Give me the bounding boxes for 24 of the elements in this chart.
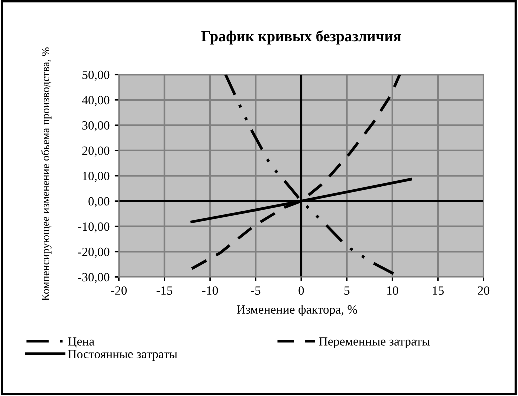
- chart-title: График кривых безразличия: [202, 30, 402, 45]
- x-tick-label: -10: [202, 286, 218, 296]
- x-axis-title: Изменение фактора, %: [237, 305, 358, 317]
- x-tick-label: 5: [344, 286, 350, 296]
- x-tick-label: -5: [251, 286, 261, 296]
- y-tick-label: 40,00: [82, 96, 110, 106]
- y-tick-label: -10,00: [78, 222, 110, 233]
- legend-label: Постоянные затраты: [68, 350, 178, 362]
- x-tick-label: -15: [156, 286, 173, 296]
- x-tick-label: 20: [478, 286, 490, 296]
- y-tick-label: 0,00: [88, 197, 110, 208]
- legend-label: Цена: [68, 338, 95, 348]
- y-axis-title: Компенсирующее изменение обьема производства, %: [41, 48, 52, 301]
- legend-label: Переменные затраты: [319, 338, 430, 348]
- x-tick-label: 0: [298, 286, 304, 296]
- x-tick-label: 10: [387, 286, 398, 296]
- x-tick-label: -20: [111, 286, 127, 296]
- y-tick-label: -20,00: [78, 248, 110, 258]
- y-tick-label: 10,00: [83, 172, 110, 182]
- y-tick-label: 30,00: [82, 121, 110, 132]
- y-tick-label: -30,00: [78, 273, 110, 284]
- y-tick-label: 50,00: [82, 70, 110, 82]
- x-tick-label: 15: [433, 286, 444, 296]
- y-tick-label: 20,00: [82, 146, 110, 157]
